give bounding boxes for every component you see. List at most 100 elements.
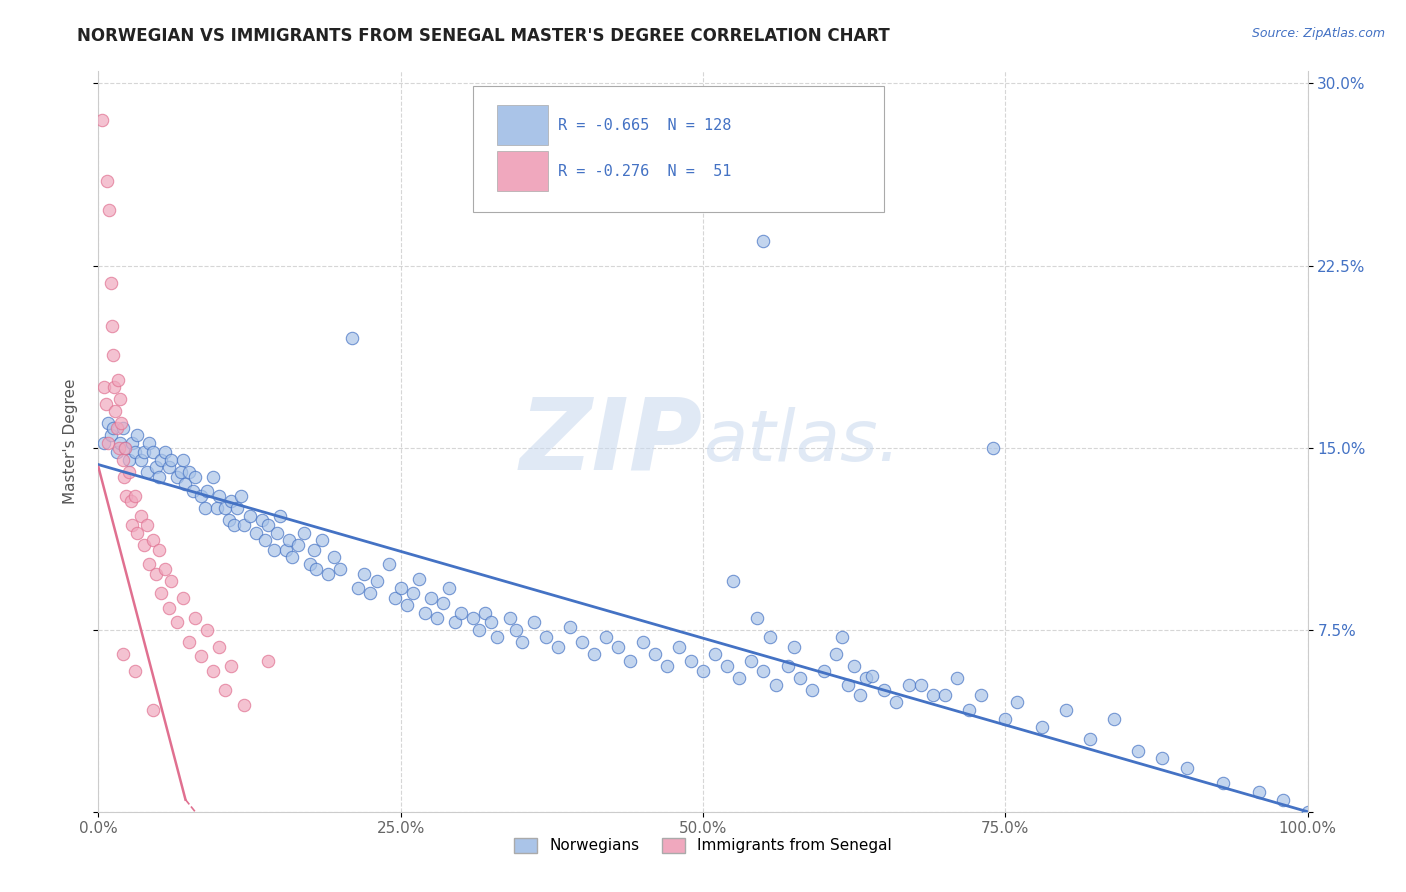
- Point: [108, 435, 131, 450]
- Point: [232, 698, 254, 712]
- Point: [263, 542, 285, 557]
- Point: [752, 664, 775, 678]
- Point: [94, 397, 117, 411]
- Point: [202, 469, 225, 483]
- Point: [1102, 713, 1125, 727]
- Point: [897, 678, 920, 692]
- Point: [111, 421, 134, 435]
- Legend: Norwegians, Immigrants from Senegal: Norwegians, Immigrants from Senegal: [508, 831, 898, 860]
- Point: [873, 683, 896, 698]
- Point: [118, 465, 141, 479]
- Point: [142, 445, 165, 459]
- Point: [129, 508, 152, 523]
- Point: [957, 703, 980, 717]
- Point: [1249, 785, 1271, 799]
- Point: [921, 688, 943, 702]
- Point: [384, 591, 406, 606]
- Point: [723, 574, 745, 588]
- Point: [111, 452, 134, 467]
- Point: [181, 484, 204, 499]
- Point: [124, 664, 146, 678]
- Point: [221, 494, 243, 508]
- FancyBboxPatch shape: [474, 87, 884, 212]
- Point: [135, 518, 157, 533]
- Point: [172, 591, 194, 606]
- Point: [347, 582, 370, 596]
- Point: [1272, 792, 1295, 806]
- Point: [157, 460, 180, 475]
- Point: [299, 557, 322, 571]
- Point: [825, 647, 848, 661]
- Point: [150, 452, 173, 467]
- Point: [426, 610, 449, 624]
- Point: [583, 647, 606, 661]
- Point: [728, 671, 751, 685]
- Point: [148, 542, 170, 557]
- Point: [278, 533, 301, 547]
- Point: [100, 319, 122, 334]
- Point: [124, 489, 146, 503]
- Point: [432, 596, 454, 610]
- Point: [107, 373, 129, 387]
- Point: [190, 649, 212, 664]
- Point: [498, 610, 520, 624]
- Point: [184, 469, 207, 483]
- Point: [214, 683, 236, 698]
- Point: [463, 610, 485, 624]
- Point: [758, 630, 780, 644]
- Point: [782, 640, 804, 654]
- Point: [395, 599, 418, 613]
- FancyBboxPatch shape: [498, 152, 548, 191]
- Text: ZIP: ZIP: [520, 393, 703, 490]
- Point: [169, 465, 191, 479]
- Point: [194, 501, 217, 516]
- Point: [114, 441, 136, 455]
- Point: [105, 445, 128, 459]
- Text: R = -0.276  N =  51: R = -0.276 N = 51: [558, 164, 731, 178]
- Point: [752, 234, 775, 248]
- Point: [413, 606, 436, 620]
- Point: [981, 441, 1004, 455]
- Point: [704, 647, 727, 661]
- Point: [195, 623, 218, 637]
- Point: [305, 562, 328, 576]
- Point: [558, 620, 581, 634]
- Point: [281, 549, 304, 564]
- Point: [96, 173, 118, 187]
- Point: [292, 525, 315, 540]
- Point: [776, 659, 799, 673]
- Point: [124, 445, 146, 459]
- Point: [100, 428, 122, 442]
- Point: [97, 417, 120, 431]
- Point: [1152, 751, 1174, 765]
- Point: [157, 600, 180, 615]
- Point: [934, 688, 956, 702]
- Point: [256, 654, 278, 668]
- Point: [450, 606, 472, 620]
- Point: [208, 640, 231, 654]
- Point: [222, 518, 245, 533]
- Point: [135, 465, 157, 479]
- Point: [860, 669, 883, 683]
- Point: [886, 696, 908, 710]
- Point: [160, 574, 183, 588]
- Point: [595, 630, 617, 644]
- Point: [174, 477, 197, 491]
- Point: [311, 533, 333, 547]
- Point: [118, 452, 141, 467]
- Point: [214, 501, 236, 516]
- Point: [266, 525, 288, 540]
- Point: [239, 508, 262, 523]
- Point: [1054, 703, 1077, 717]
- Point: [160, 452, 183, 467]
- Point: [692, 664, 714, 678]
- Point: [323, 549, 346, 564]
- Point: [523, 615, 546, 630]
- Point: [1175, 761, 1198, 775]
- Point: [166, 615, 188, 630]
- Point: [254, 533, 277, 547]
- Point: [547, 640, 569, 654]
- Point: [134, 445, 156, 459]
- Point: [1078, 731, 1101, 746]
- Point: [1031, 720, 1053, 734]
